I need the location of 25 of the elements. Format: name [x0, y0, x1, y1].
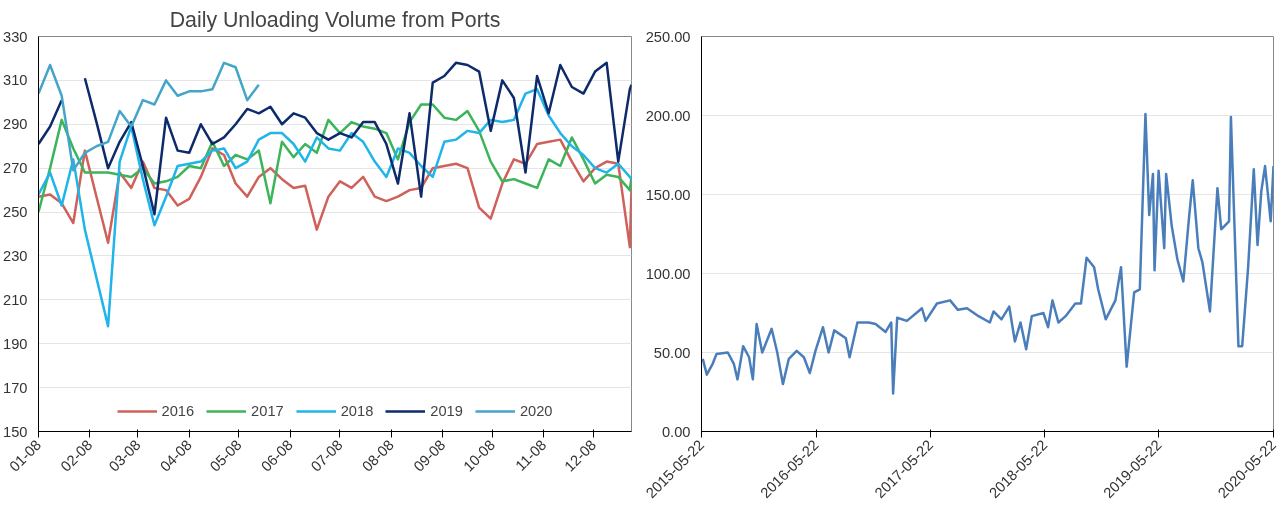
y-tick-label: 200.00	[645, 107, 691, 124]
y-tick-label: 210	[3, 291, 28, 308]
y-tick-label: 190	[3, 335, 28, 352]
y-tick-label: 0.00	[661, 423, 691, 440]
y-tick-label: 330	[3, 28, 28, 45]
legend-label: 2019	[430, 403, 463, 419]
legend-label: 2017	[251, 403, 284, 419]
y-tick-label: 170	[3, 379, 28, 396]
line-series	[701, 112, 1274, 395]
y-tick-label: 50.00	[653, 344, 691, 361]
y-tick-label: 250	[3, 204, 28, 221]
line-series	[38, 61, 261, 172]
y-tick-label: 230	[3, 247, 28, 264]
y-tick-label: 270	[3, 160, 28, 177]
y-tick-label: 150.00	[645, 186, 691, 203]
y-tick-label: 150	[3, 423, 28, 440]
legend-label: 2018	[340, 403, 374, 419]
chart-title: Daily Unloading Volume from Ports	[169, 7, 501, 32]
y-tick-label: 290	[3, 116, 28, 133]
y-tick-label: 100.00	[645, 265, 691, 282]
line-series	[38, 87, 632, 328]
y-tick-label: 250.00	[645, 28, 691, 45]
y-tick-label: 310	[3, 72, 28, 89]
legend-label: 2016	[161, 403, 195, 419]
legend-label: 2020	[519, 403, 553, 419]
